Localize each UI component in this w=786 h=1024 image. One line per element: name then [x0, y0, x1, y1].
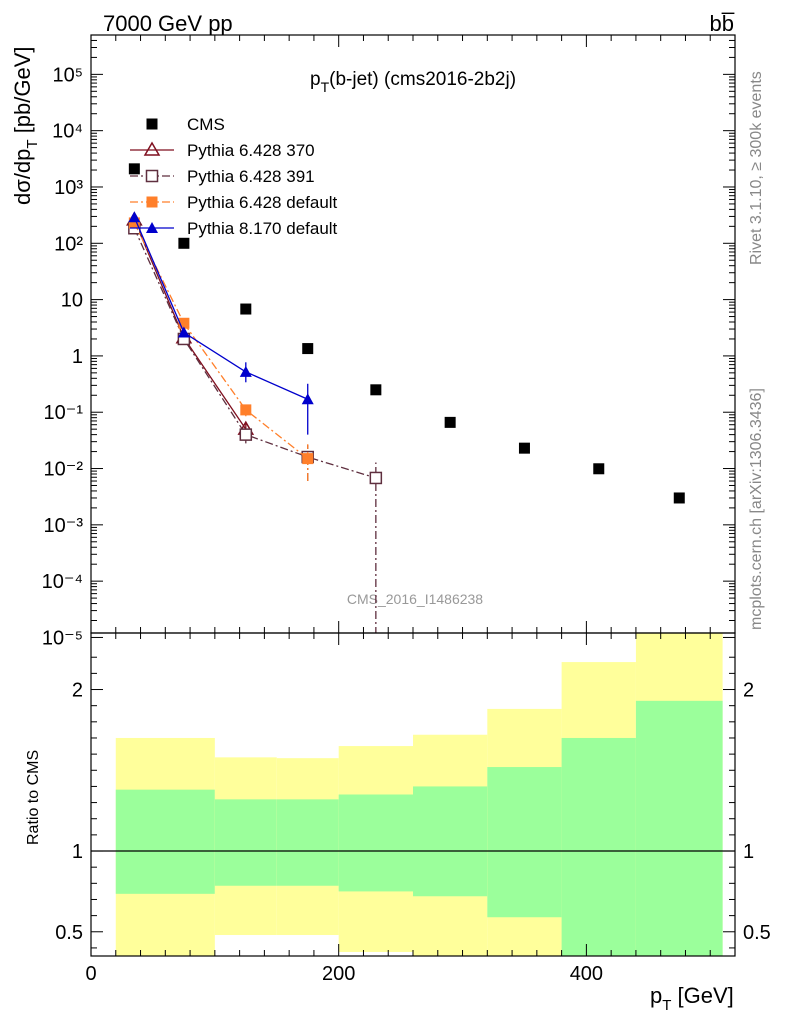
series-point-0-2: [240, 303, 252, 315]
main-series: [126, 163, 685, 633]
legend-marker-4: [146, 222, 158, 233]
ratio-tick-label-left-0: 0.5: [55, 922, 83, 944]
y-tick-label-9: 10⁴: [52, 121, 83, 143]
ratio-band-inner-4: [413, 786, 488, 897]
series-line-4: [133, 216, 308, 400]
series-0: [128, 163, 685, 504]
mcplots-label: mcplots.cern.ch [arXiv:1306.3436]: [748, 388, 765, 630]
legend-marker-3: [146, 196, 158, 208]
ratio-tick-label-left-2: 2: [72, 680, 83, 702]
plot-title: pT(b-jet) (cms2016-2b2j): [310, 69, 516, 95]
x-axis-label-main: p: [650, 983, 662, 1008]
plot-title-sub: T: [321, 79, 330, 95]
series-point-0-8: [673, 492, 685, 504]
y-tick-label-1: 10⁻⁴: [42, 571, 83, 593]
legend-label-2: Pythia 6.428 391: [187, 167, 315, 186]
ratio-bands: [115, 633, 723, 956]
x-tick-label-0: 0: [85, 963, 96, 985]
ratio-band-inner-2: [276, 799, 339, 886]
series-point-4-2: [239, 365, 252, 377]
y-tick-label-2: 10⁻³: [44, 515, 84, 537]
plot-title-rest: (b-jet) (cms2016-2b2j): [329, 69, 516, 90]
ratio-tick-label-right-1: 1: [743, 841, 754, 863]
ratio-band-inner-7: [635, 700, 723, 956]
legend-marker-0: [146, 118, 158, 130]
series-point-0-0: [128, 163, 140, 175]
ratio-y-label: Ratio to CMS: [25, 750, 42, 845]
ratio-band-inner-1: [214, 799, 277, 886]
ratio-tick-label-right-0: 0.5: [743, 922, 771, 944]
series-point-4-0: [128, 211, 141, 223]
legend-marker-2: [145, 169, 159, 183]
series-point-3-0: [128, 217, 140, 229]
ratio-tick-label-right-2: 2: [743, 680, 754, 702]
series-point-4-1: [177, 326, 190, 338]
y-tick-label-7: 10²: [54, 233, 83, 255]
series-point-0-4: [370, 384, 382, 396]
x-axis-label: pT [GeV]: [650, 983, 734, 1014]
series-point-3-1: [178, 317, 190, 329]
header-right: bb̅: [710, 11, 735, 36]
series-line-3: [133, 222, 309, 460]
series-line-1: [133, 219, 247, 430]
legend: CMS Pythia 6.428 370 Pythia 6.428 391 Pythi…: [130, 115, 338, 238]
ratio-band-inner-3: [338, 794, 413, 892]
series-point-2-4: [369, 471, 383, 485]
series-line-2: [133, 227, 377, 479]
series-1: [126, 211, 255, 438]
x-axis-label-rest: [GeV]: [671, 983, 733, 1008]
y-tick-label-10: 10⁵: [52, 64, 83, 86]
y-axis-label-main: dσ/dp: [10, 149, 35, 205]
ratio-band-inner-5: [487, 767, 562, 918]
x-tick-label-2: 400: [570, 963, 603, 985]
y-tick-label-4: 10⁻¹: [44, 402, 84, 424]
plot-title-main: p: [310, 69, 321, 90]
header-left: 7000 GeV pp: [103, 11, 233, 36]
y-tick-label-0: 10⁻⁵: [42, 627, 83, 649]
x-axis-label-sub: T: [662, 997, 671, 1014]
series-point-0-5: [444, 416, 456, 428]
series-point-3-2: [240, 404, 252, 416]
legend-label-4: Pythia 8.170 default: [187, 219, 338, 238]
series-3: [128, 217, 314, 482]
series-point-3-3: [302, 453, 314, 465]
axis-ticks: 0 200 400 10⁻⁵ 10⁻⁴ 10⁻³ 10⁻² 10⁻¹ 1 10 10² 10³ 10⁴ 1…: [42, 34, 771, 985]
series-point-0-1: [178, 237, 190, 249]
legend-label-0: CMS: [187, 115, 225, 134]
y-axis-label-rest: [pb/GeV]: [10, 46, 35, 139]
series-point-0-3: [302, 343, 314, 355]
ratio-band-inner-0: [115, 789, 215, 894]
y-tick-label-6: 10: [61, 290, 83, 312]
analysis-watermark: CMS_2016_I1486238: [347, 591, 483, 607]
legend-label-1: Pythia 6.428 370: [187, 141, 315, 160]
ratio-tick-label-left-1: 1: [72, 841, 83, 863]
legend-marker-1: [143, 141, 161, 156]
ratio-band-inner-6: [561, 737, 636, 956]
x-tick-label-1: 200: [322, 963, 355, 985]
y-tick-label-8: 10³: [54, 177, 83, 199]
series-point-0-6: [518, 442, 530, 454]
y-tick-label-5: 1: [72, 346, 83, 368]
series-point-0-7: [593, 463, 605, 475]
series-4: [128, 211, 314, 435]
series-point-2-2: [239, 428, 253, 441]
y-axis-label: dσ/dpT [pb/GeV]: [10, 46, 41, 205]
y-tick-label-3: 10⁻²: [44, 459, 84, 481]
series-point-4-3: [301, 393, 314, 405]
y-axis-label-sub: T: [24, 139, 41, 148]
rivet-label: Rivet 3.1.10, ≥ 300k events: [748, 71, 765, 265]
legend-label-3: Pythia 6.428 default: [187, 193, 338, 212]
